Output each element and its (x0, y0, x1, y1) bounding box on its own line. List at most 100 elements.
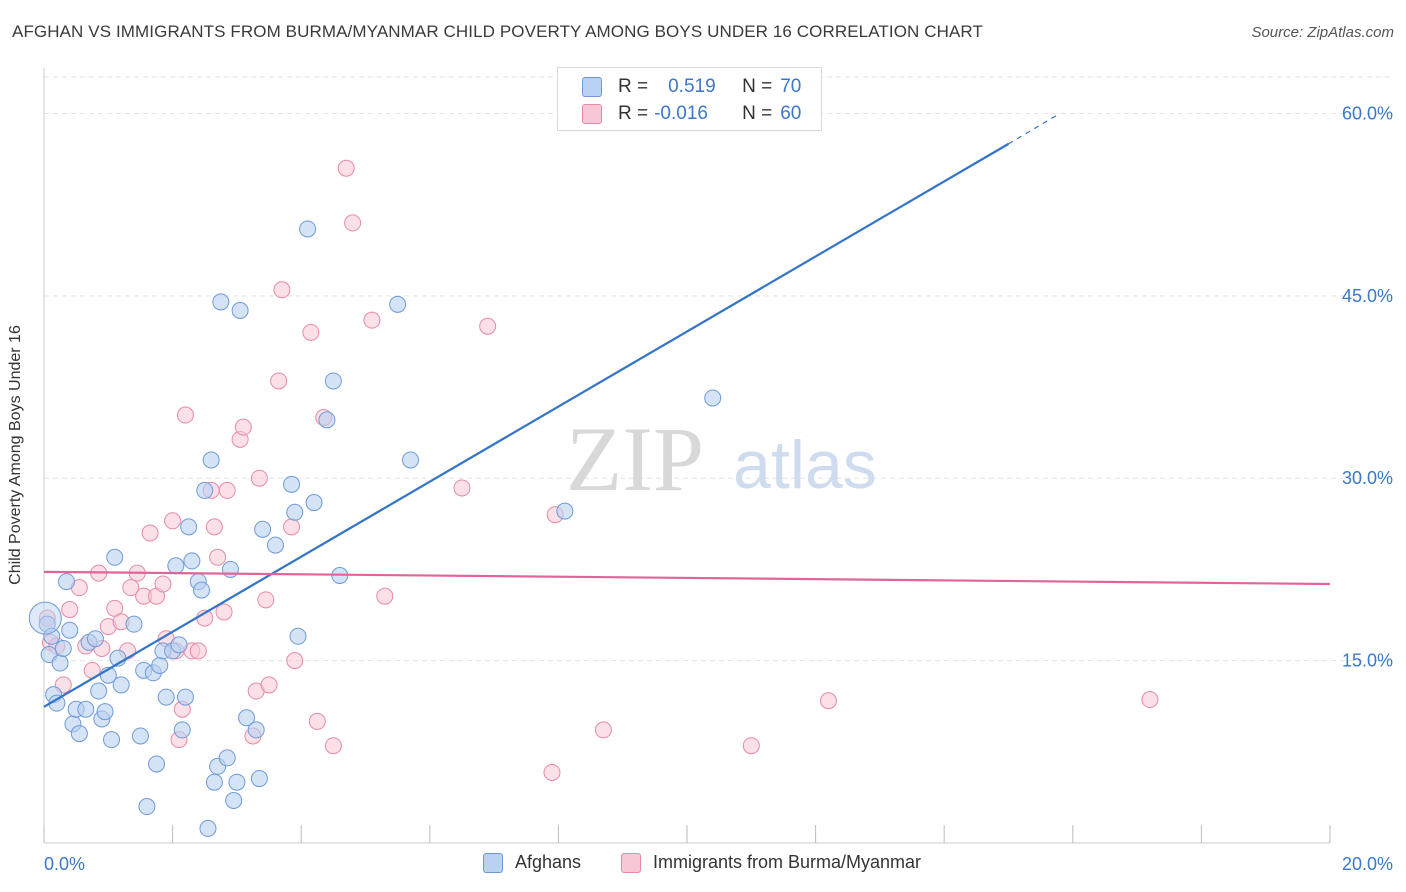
afghan-point (205, 773, 223, 791)
afghan-point (254, 520, 272, 538)
afghan-point (61, 621, 79, 639)
watermark-zip: ZIP (566, 408, 704, 510)
afghan-point (157, 688, 175, 706)
afghan-point (556, 502, 574, 520)
burma-point (543, 763, 561, 781)
afghan-point (90, 682, 108, 700)
afghan-point (193, 581, 211, 599)
blue-swatch-icon (582, 77, 602, 97)
afghan-point (218, 749, 236, 767)
burma-trend-line (43, 570, 1331, 586)
afghan-point (180, 518, 198, 536)
burma-point (308, 712, 326, 730)
afghan-point (199, 819, 217, 837)
burma-point (209, 548, 227, 566)
pink-swatch-icon (621, 852, 641, 873)
afghan-point (305, 494, 323, 512)
burma-point (376, 587, 394, 605)
afghan-point (106, 548, 124, 566)
pink-swatch-icon (582, 104, 602, 124)
legend-item-afghans[interactable]: Afghans (483, 852, 581, 873)
afghan-point (402, 451, 420, 469)
burma-point (273, 281, 291, 299)
burma-point (164, 512, 182, 530)
x-tick-label-min: 0.0% (44, 854, 85, 874)
legend-r-label: R = (618, 103, 649, 124)
burma-point (337, 159, 355, 177)
afghan-point (283, 475, 301, 493)
afghan-point (704, 389, 722, 407)
afghan-point (96, 703, 114, 721)
afghan-trend-extension (1008, 112, 1061, 145)
afghan-point (324, 372, 342, 390)
afghan-point (86, 630, 104, 648)
burma-point (234, 418, 252, 436)
afghan-point (28, 601, 62, 635)
afghan-point (389, 295, 407, 313)
afghan-point (170, 636, 188, 654)
afghan-point (51, 654, 69, 672)
afghan-point (286, 503, 304, 521)
legend-r-value: 0.519 (668, 76, 716, 97)
chart-title: AFGHAN VS IMMIGRANTS FROM BURMA/MYANMAR … (12, 22, 983, 41)
burma-point (453, 479, 471, 497)
afghan-point (167, 557, 185, 575)
y-tick-label: 45.0% (1342, 286, 1393, 306)
afghan-point (151, 656, 169, 674)
burma-point (344, 214, 362, 232)
burma-point (250, 469, 268, 487)
watermark: ZIP atlas (566, 408, 877, 510)
afghan-point (266, 536, 284, 554)
burma-point (189, 642, 207, 660)
y-tick-label: 60.0% (1342, 103, 1393, 123)
tick-labels: 15.0% 30.0% 45.0% 60.0% 0.0% 20.0% (44, 103, 1393, 874)
afghan-point (173, 721, 191, 739)
burma-point (61, 601, 79, 619)
legend-burma-label: Immigrants from Burma/Myanmar (653, 852, 922, 872)
legend-n-label: N = (742, 103, 773, 124)
burma-point (324, 737, 342, 755)
burma-point (363, 311, 381, 329)
blue-swatch-icon (483, 852, 503, 873)
y-tick-label: 30.0% (1342, 468, 1393, 488)
afghan-trend-line (43, 142, 1010, 708)
afghan-points (28, 220, 722, 837)
afghan-point (238, 709, 256, 727)
watermark-atlas: atlas (733, 427, 877, 503)
burma-point (286, 652, 304, 670)
burma-point (141, 524, 159, 542)
legend-row-burma: R = -0.016 N = 60 (582, 102, 801, 126)
afghan-point (318, 411, 336, 429)
afghan-point (183, 552, 201, 570)
y-tick-label: 15.0% (1342, 651, 1393, 671)
burma-point (176, 406, 194, 424)
legend-row-afghans: R = 0.519 N = 70 (582, 75, 801, 99)
burma-point (479, 317, 497, 335)
burma-point (283, 518, 301, 536)
legend-item-burma[interactable]: Immigrants from Burma/Myanmar (621, 852, 921, 873)
afghan-point (228, 773, 246, 791)
afghan-point (202, 451, 220, 469)
burma-point (154, 575, 172, 593)
y-axis-label: Child Poverty Among Boys Under 16 (7, 325, 24, 585)
correlation-legend: R = 0.519 N = 70 R = -0.016 N = 60 (557, 67, 822, 131)
source-label: Source: ZipAtlas.com (1251, 24, 1394, 41)
burma-point (819, 692, 837, 710)
afghan-point (77, 700, 95, 718)
legend-n-label: N = (742, 76, 773, 97)
afghan-point (231, 301, 249, 319)
burma-point (257, 591, 275, 609)
burma-point (218, 481, 236, 499)
legend-n-value: 60 (780, 103, 802, 124)
burma-point (205, 518, 223, 536)
afghan-point (221, 560, 239, 578)
afghan-point (131, 727, 149, 745)
afghan-point (247, 721, 265, 739)
afghan-point (43, 627, 61, 645)
burma-point (742, 737, 760, 755)
afghan-point (70, 725, 88, 743)
afghan-point (54, 639, 72, 657)
trend-lines (43, 112, 1331, 708)
afghan-point (112, 676, 130, 694)
